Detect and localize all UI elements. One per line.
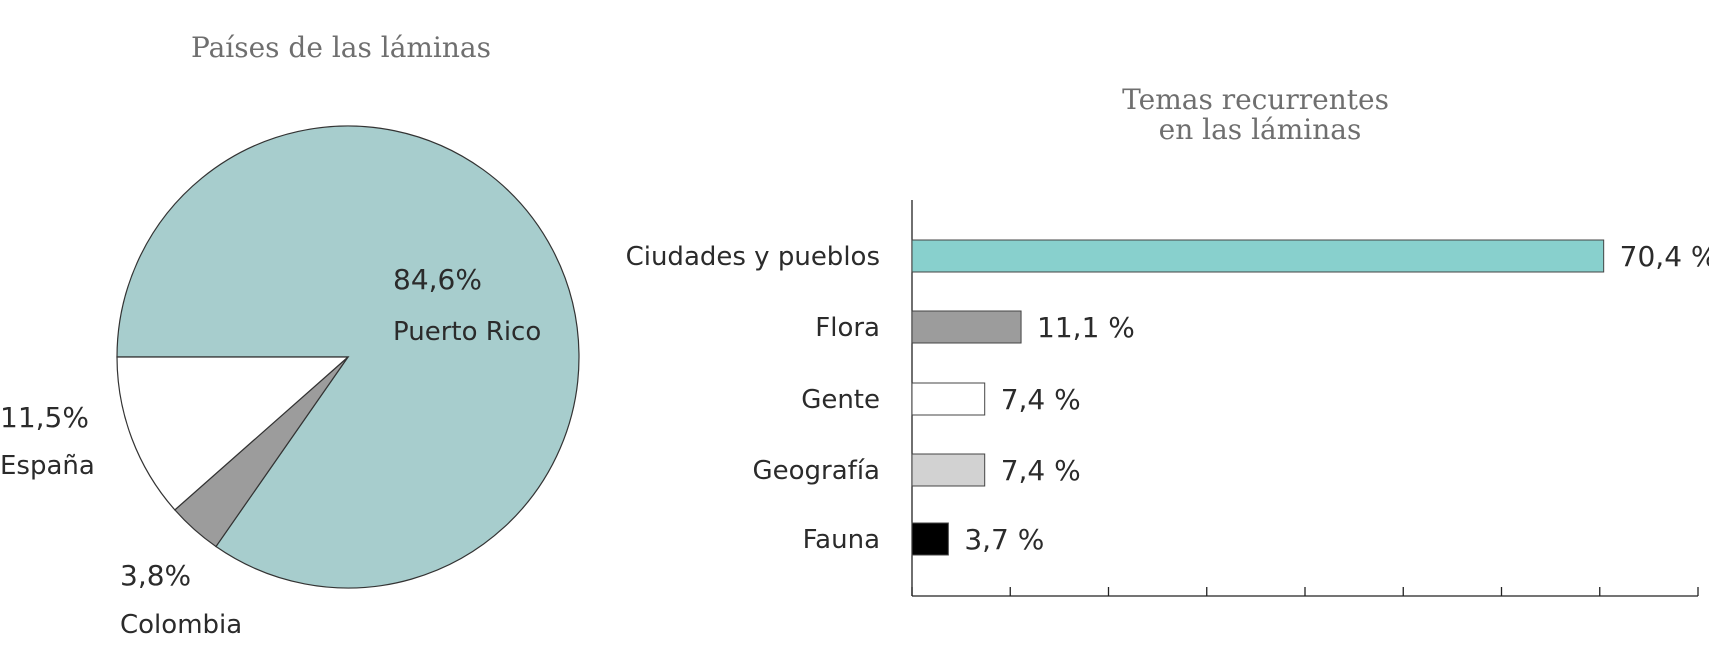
bar-category-label-geografia: Geografía	[753, 456, 881, 486]
pie-value-label-espana: 11,5%	[0, 401, 89, 434]
bar-chart-title-line-2: en las láminas	[1159, 113, 1362, 146]
pie-value-label-puerto-rico: 84,6%	[393, 263, 482, 296]
bar-value-label-ciudades-y-pueblos: 70,4 %	[1620, 240, 1709, 273]
bar-value-label-flora: 11,1 %	[1037, 311, 1135, 344]
pie-category-label-puerto-rico: Puerto Rico	[393, 317, 541, 347]
pie-chart-title: Países de las láminas	[191, 31, 491, 64]
bar-category-label-gente: Gente	[801, 385, 880, 415]
pie-value-label-colombia: 3,8%	[120, 559, 191, 592]
bar-category-label-ciudades-y-pueblos: Ciudades y pueblos	[626, 242, 880, 272]
pie-slice-espana	[116, 356, 350, 511]
pie-labels: 84,6% Puerto Rico 3,8% Colombia 11,5% España	[0, 263, 541, 640]
bar-value-label-gente: 7,4 %	[1001, 383, 1081, 416]
bar-chart-title: Temas recurrentes en las láminas	[1122, 83, 1398, 146]
bar-gente	[911, 382, 986, 416]
bar-flora	[911, 310, 1022, 344]
bar-value-label-geografia: 7,4 %	[1001, 454, 1081, 487]
bar-category-label-fauna: Fauna	[803, 525, 880, 555]
pie-category-label-espana: España	[0, 451, 95, 481]
pie-category-label-colombia: Colombia	[120, 610, 242, 640]
pie-slices	[116, 125, 580, 589]
bar-chart: Temas recurrentes en las láminas Ciudade…	[626, 83, 1709, 597]
bar-fauna	[911, 522, 949, 556]
bar-chart-title-line-1: Temas recurrentes	[1122, 83, 1389, 116]
bar-value-label-fauna: 3,7 %	[964, 523, 1044, 556]
bar-marks: Ciudades y pueblos 70,4 % Flora 11,1 % Gente…	[626, 239, 1709, 556]
pie-chart: Países de las láminas 84,6% Puerto Rico 3,…	[0, 31, 580, 640]
bar-ciudades-y-pueblos	[911, 239, 1605, 273]
bar-category-label-flora: Flora	[815, 313, 880, 343]
bar-geografia	[911, 453, 986, 487]
